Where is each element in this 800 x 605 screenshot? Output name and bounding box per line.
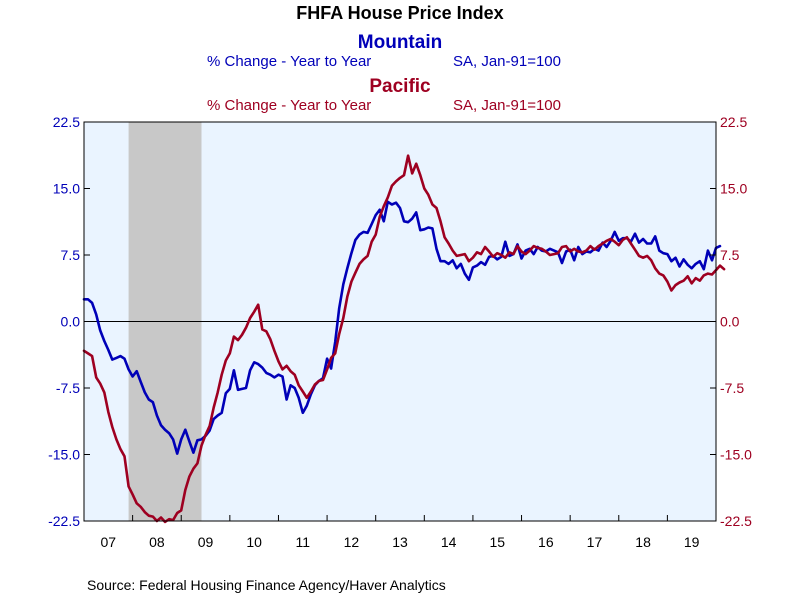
series-group — [82, 154, 726, 524]
x-tick-label: 11 — [295, 534, 310, 550]
series-line-pacific — [82, 154, 726, 524]
right-tick-label: 22.5 — [720, 114, 747, 130]
series-line-mountain — [82, 200, 722, 455]
x-tick-label: 17 — [587, 534, 603, 550]
source-note: Source: Federal Housing Finance Agency/H… — [87, 577, 446, 593]
series-subtitle-pacific-right: SA, Jan-91=100 — [453, 97, 561, 114]
series-subtitle-pacific-left: % Change - Year to Year — [207, 97, 371, 114]
right-tick-label: -7.5 — [720, 380, 744, 396]
x-tick-label: 14 — [441, 534, 457, 550]
x-tick-label: 07 — [101, 534, 117, 550]
x-axis: 07 08 09 10 11 12 13 14 15 16 17 18 19 — [83, 515, 717, 550]
x-tick-label: 10 — [246, 534, 262, 550]
series-title-pacific: Pacific — [369, 76, 431, 97]
x-tick-label: 16 — [538, 534, 554, 550]
series-subtitle-mountain-left: % Change - Year to Year — [207, 53, 371, 70]
x-tick-label: 09 — [198, 534, 214, 550]
right-axis: 22.5 15.0 7.5 0.0 -7.5 -15.0 -22.5 — [710, 114, 752, 529]
series-subtitle-mountain-right: SA, Jan-91=100 — [453, 53, 561, 70]
x-tick-label: 19 — [684, 534, 700, 550]
x-tick-label: 18 — [635, 534, 651, 550]
chart-title: FHFA House Price Index — [296, 3, 503, 23]
left-tick-label: -7.5 — [56, 380, 80, 396]
left-axis: 22.5 15.0 7.5 0.0 -7.5 -15.0 -22.5 — [48, 114, 90, 529]
x-tick-label: 08 — [149, 534, 165, 550]
x-tick-label: 12 — [344, 534, 360, 550]
right-tick-label: 7.5 — [720, 247, 740, 263]
left-tick-label: 0.0 — [61, 314, 81, 330]
right-tick-label: -15.0 — [720, 447, 752, 463]
left-tick-label: -15.0 — [48, 447, 80, 463]
left-tick-label: 22.5 — [53, 114, 80, 130]
left-tick-label: -22.5 — [48, 513, 80, 529]
x-tick-label: 15 — [489, 534, 505, 550]
right-tick-label: 0.0 — [720, 314, 740, 330]
series-title-mountain: Mountain — [358, 32, 442, 53]
right-tick-label: -22.5 — [720, 513, 752, 529]
left-tick-label: 7.5 — [61, 247, 81, 263]
right-tick-label: 15.0 — [720, 181, 747, 197]
x-tick-label: 13 — [392, 534, 408, 550]
left-tick-label: 15.0 — [53, 181, 80, 197]
